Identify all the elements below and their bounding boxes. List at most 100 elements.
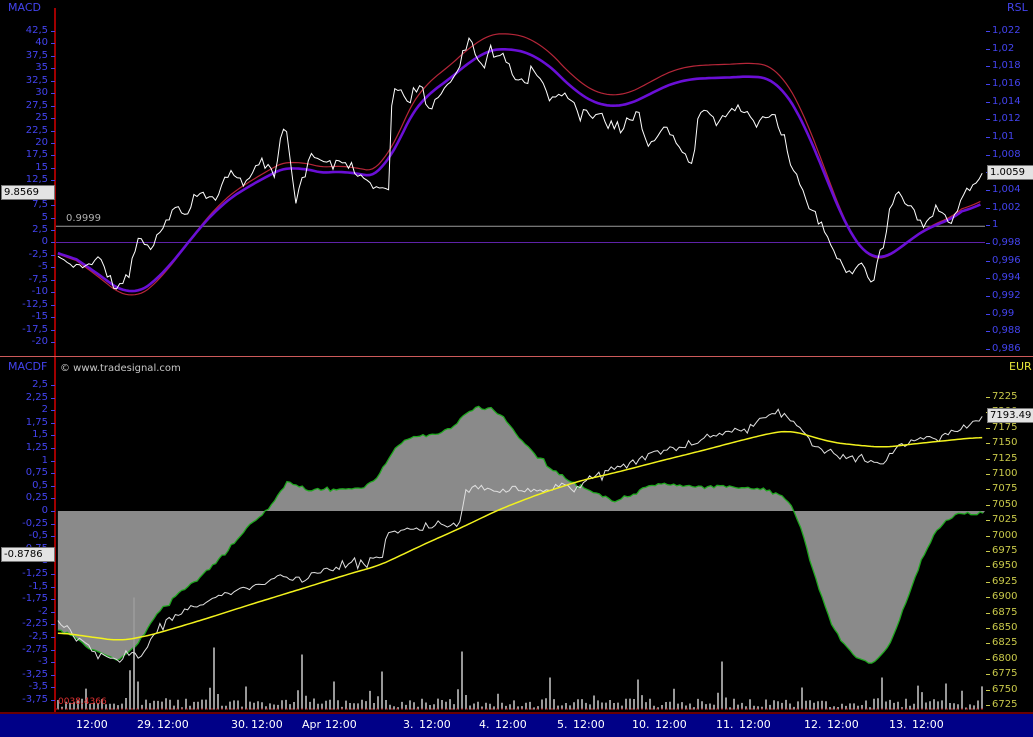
axis-tick-label: 1,002 xyxy=(992,201,1021,213)
time-axis-label: 13. xyxy=(889,718,907,731)
axis-tick-label: 1,012 xyxy=(992,113,1021,125)
axis-tick-mark xyxy=(51,435,55,437)
axis-tick-mark xyxy=(51,700,55,701)
axis-tick-label: 0,5 xyxy=(32,479,48,491)
axis-tick-label: 1 xyxy=(992,219,999,231)
time-axis-label: 29. xyxy=(137,718,155,731)
axis-tick-label: 6900 xyxy=(992,591,1018,603)
axis-tick-label: -1,75 xyxy=(22,593,48,605)
axis-tick-label: 0,988 xyxy=(992,325,1021,337)
axis-tick-label: 7175 xyxy=(992,421,1018,433)
axis-tick-label: -2 xyxy=(38,605,48,617)
axis-tick-mark xyxy=(986,119,990,121)
axis-tick-label: 5 xyxy=(41,211,48,223)
axis-tick-label: 30 xyxy=(35,87,48,99)
rsl-axis-title: RSL xyxy=(1007,1,1028,14)
time-axis-label: 3. xyxy=(403,718,414,731)
axis-tick-label: 7075 xyxy=(992,483,1018,495)
axis-tick-label: 0,75 xyxy=(25,467,48,479)
axis-tick-label: 27,5 xyxy=(25,99,48,111)
axis-tick-label: 35 xyxy=(35,62,48,74)
axis-tick-label: 2,5 xyxy=(32,224,48,236)
axis-tick-label: 0,25 xyxy=(25,492,48,504)
axis-tick-mark xyxy=(51,599,55,601)
axis-tick-mark xyxy=(51,180,55,182)
time-axis[interactable]: 12:00 29. 12:00 30. 12:00 Apr 12:00 3. 12:00 4. 12… xyxy=(0,714,1033,737)
axis-tick-mark xyxy=(986,48,990,50)
axis-tick-label: 7125 xyxy=(992,452,1018,464)
axis-tick-label: 15 xyxy=(35,161,48,173)
axis-tick-mark xyxy=(986,581,990,583)
axis-tick-label: 1,5 xyxy=(32,429,48,441)
axis-tick-mark xyxy=(51,674,55,676)
axis-tick-mark xyxy=(986,658,990,660)
macd-line xyxy=(57,48,981,293)
axis-tick-mark xyxy=(986,643,990,645)
axis-tick-mark xyxy=(986,137,990,139)
axis-tick-mark xyxy=(51,536,55,538)
axis-tick-label: 6950 xyxy=(992,560,1018,572)
axis-tick-label: 7025 xyxy=(992,514,1018,526)
axis-tick-label: -3 xyxy=(38,656,48,668)
axis-tick-mark xyxy=(51,130,55,132)
axis-tick-label: -2,5 xyxy=(28,631,48,642)
axis-tick-mark xyxy=(51,611,55,613)
axis-tick-label: 6925 xyxy=(992,575,1018,587)
axis-tick-mark xyxy=(51,317,55,319)
time-axis-label: 12:00 xyxy=(655,718,687,731)
time-axis-label: 12:00 xyxy=(912,718,944,731)
axis-tick-label: -3,75 xyxy=(22,694,48,705)
axis-tick-label: 1,02 xyxy=(992,42,1015,54)
axis-tick-mark xyxy=(51,43,55,45)
axis-tick-mark xyxy=(986,705,990,706)
axis-tick-label: 1,018 xyxy=(992,60,1021,72)
axis-tick-label: 0,992 xyxy=(992,290,1021,302)
axis-tick-label: 0,986 xyxy=(992,343,1021,355)
time-axis-label: Apr xyxy=(302,718,322,731)
axis-tick-mark xyxy=(986,31,990,32)
axis-tick-mark xyxy=(986,313,990,315)
axis-tick-mark xyxy=(986,101,990,103)
time-axis-label: 12:00 xyxy=(76,718,108,731)
axis-tick-label: -2,25 xyxy=(22,618,48,630)
axis-tick-mark xyxy=(986,474,990,475)
axis-tick-mark xyxy=(51,385,55,386)
axis-tick-mark xyxy=(986,331,990,333)
axis-tick-mark xyxy=(51,397,55,399)
macd-rsl-plot-area[interactable] xyxy=(56,8,985,356)
time-axis-label: 12:00 xyxy=(251,718,283,731)
axis-tick-label: 6725 xyxy=(992,699,1018,710)
time-axis-label: 12:00 xyxy=(157,718,189,731)
axis-tick-mark xyxy=(51,485,55,487)
time-axis-label: 12:00 xyxy=(325,718,357,731)
axis-tick-mark xyxy=(986,504,990,506)
axis-tick-label: 0 xyxy=(41,236,48,248)
volume-bars xyxy=(57,597,983,710)
time-axis-label: 12:00 xyxy=(827,718,859,731)
time-axis-label: 10. xyxy=(632,718,650,731)
axis-tick-mark xyxy=(51,242,55,244)
macdf-eur-plot-area[interactable] xyxy=(56,362,985,712)
axis-tick-label: 17,5 xyxy=(25,149,48,161)
axis-tick-label: -5 xyxy=(38,261,48,273)
time-axis-label: 11. xyxy=(716,718,734,731)
macd-current-value-box: 9.8569 xyxy=(1,185,55,200)
axis-tick-label: 2,5 xyxy=(32,379,48,390)
axis-tick-label: 25 xyxy=(35,112,48,124)
axis-tick-mark xyxy=(51,205,55,207)
rsl-current-value-box: 1.0059 xyxy=(987,165,1033,180)
axis-tick-mark xyxy=(986,207,990,209)
axis-tick-label: 0,996 xyxy=(992,254,1021,266)
axis-tick-mark xyxy=(51,68,55,70)
axis-tick-mark xyxy=(51,118,55,120)
axis-tick-mark xyxy=(51,624,55,626)
axis-tick-label: -3,5 xyxy=(28,681,48,693)
axis-tick-label: -2,5 xyxy=(28,248,48,260)
axis-tick-label: 6800 xyxy=(992,652,1018,664)
axis-tick-label: 6975 xyxy=(992,545,1018,556)
axis-tick-mark xyxy=(986,278,990,280)
axis-tick-label: 6875 xyxy=(992,606,1018,618)
axis-tick-label: 1,014 xyxy=(992,95,1021,107)
axis-tick-label: 1,25 xyxy=(25,442,48,453)
